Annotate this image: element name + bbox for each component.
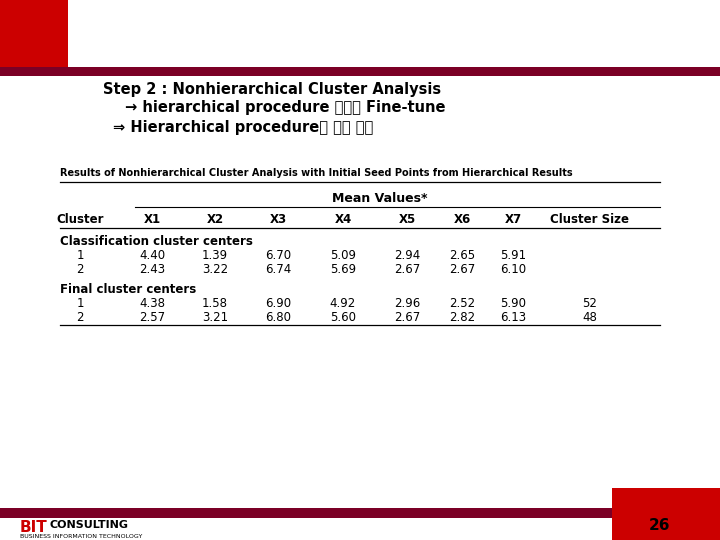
Text: 1.39: 1.39	[202, 249, 228, 262]
Text: 6.74: 6.74	[265, 263, 291, 276]
Text: 26: 26	[649, 518, 671, 533]
Text: 2.57: 2.57	[139, 311, 165, 324]
Text: 2.43: 2.43	[139, 263, 165, 276]
Text: 1: 1	[76, 297, 84, 310]
Bar	[0, 67, 720, 76]
Text: 6.70: 6.70	[265, 249, 291, 262]
Text: 48: 48	[582, 311, 598, 324]
Text: 2.65: 2.65	[449, 249, 475, 262]
Text: X2: X2	[207, 213, 224, 226]
Text: 2.96: 2.96	[394, 297, 420, 310]
Text: Results of Nonhierarchical Cluster Analysis with Initial Seed Points from Hierar: Results of Nonhierarchical Cluster Analy…	[60, 168, 572, 178]
Text: X5: X5	[398, 213, 415, 226]
Text: X6: X6	[454, 213, 471, 226]
Text: X7: X7	[505, 213, 521, 226]
Text: 5.69: 5.69	[330, 263, 356, 276]
Text: Mean Values*: Mean Values*	[332, 192, 428, 205]
Text: 5.09: 5.09	[330, 249, 356, 262]
Text: Cluster Size: Cluster Size	[551, 213, 629, 226]
Text: BIT: BIT	[20, 520, 48, 535]
Text: 2: 2	[76, 263, 84, 276]
Text: 6.10: 6.10	[500, 263, 526, 276]
Text: 2.67: 2.67	[449, 263, 475, 276]
Text: Step 2 : Nonhierarchical Cluster Analysis: Step 2 : Nonhierarchical Cluster Analysi…	[103, 82, 441, 97]
Text: 4.38: 4.38	[139, 297, 165, 310]
Bar	[0, 0, 68, 72]
Text: 2: 2	[76, 311, 84, 324]
Text: 2.52: 2.52	[449, 297, 475, 310]
Text: 4.40: 4.40	[139, 249, 165, 262]
Text: 6.13: 6.13	[500, 311, 526, 324]
Text: 5.60: 5.60	[330, 311, 356, 324]
Text: 6.80: 6.80	[265, 311, 291, 324]
Text: 2.82: 2.82	[449, 311, 475, 324]
Text: 5.91: 5.91	[500, 249, 526, 262]
Text: Final cluster centers: Final cluster centers	[60, 283, 197, 296]
Text: 6.90: 6.90	[265, 297, 291, 310]
Bar	[612, 488, 720, 540]
Text: ⇒ Hierarchical procedure의 결과 확인: ⇒ Hierarchical procedure의 결과 확인	[113, 120, 373, 135]
Text: 3.22: 3.22	[202, 263, 228, 276]
Text: 2.67: 2.67	[394, 263, 420, 276]
Text: CONSULTING: CONSULTING	[50, 520, 129, 530]
Text: → hierarchical procedure 결과를 Fine-tune: → hierarchical procedure 결과를 Fine-tune	[125, 100, 446, 115]
Text: 2.67: 2.67	[394, 311, 420, 324]
Text: 2.94: 2.94	[394, 249, 420, 262]
Text: 52: 52	[582, 297, 598, 310]
Bar	[0, 508, 720, 518]
Text: X4: X4	[334, 213, 351, 226]
Text: 3.21: 3.21	[202, 311, 228, 324]
Text: 4.92: 4.92	[330, 297, 356, 310]
Text: BUSINESS INFORMATION TECHNOLOGY: BUSINESS INFORMATION TECHNOLOGY	[20, 534, 143, 539]
Text: Cluster: Cluster	[56, 213, 104, 226]
Text: 1.58: 1.58	[202, 297, 228, 310]
Text: Classification cluster centers: Classification cluster centers	[60, 235, 253, 248]
Text: X1: X1	[143, 213, 161, 226]
Text: X3: X3	[269, 213, 287, 226]
Text: 5.90: 5.90	[500, 297, 526, 310]
Text: 1: 1	[76, 249, 84, 262]
